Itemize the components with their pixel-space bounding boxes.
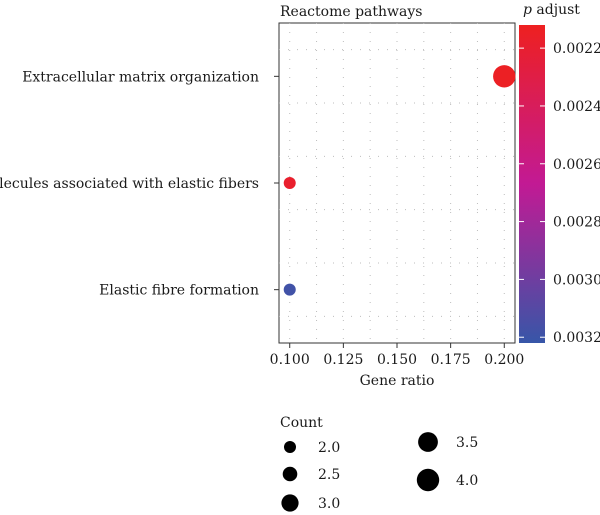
data-point — [493, 65, 516, 88]
size-legend-label: 2.5 — [318, 467, 340, 483]
horizontal-grid — [279, 49, 515, 317]
x-tick-label: 0.150 — [377, 352, 417, 368]
color-bar-tick-label: 0.0032 — [553, 330, 600, 346]
x-axis-label: Gene ratio — [360, 373, 435, 389]
y-category-label: Elastic fibre formation — [99, 283, 259, 299]
color-bar — [519, 25, 545, 343]
size-legend-dot — [281, 494, 299, 512]
x-tick-label: 0.175 — [431, 352, 471, 368]
y-category-label: Extracellular matrix organization — [22, 69, 259, 85]
color-bar-tick-label: 0.0030 — [553, 272, 600, 288]
color-bar-ticks: 0.0022 0.0024 0.0026 0.0028 0.0030 0.0032 — [519, 41, 600, 346]
data-point — [283, 177, 296, 189]
x-tick-label: 0.125 — [323, 352, 363, 368]
color-bar-tick-label: 0.0028 — [553, 215, 600, 231]
data-points — [283, 65, 516, 296]
color-legend-title: p adjust — [523, 2, 580, 18]
size-legend-dot — [416, 468, 440, 492]
data-point — [283, 283, 296, 296]
color-legend-title-rest: adjust — [532, 2, 580, 18]
size-legend-dot — [284, 441, 296, 453]
color-legend-title-p: p — [523, 2, 532, 18]
chart-title: Reactome pathways — [280, 4, 422, 20]
plot-panel — [278, 22, 516, 344]
x-axis-ticks: 0.100 0.125 0.150 0.175 0.200 — [270, 343, 524, 368]
x-tick-label: 0.100 — [270, 352, 310, 368]
size-legend-label: 3.0 — [318, 496, 340, 512]
color-bar-tick-label: 0.0026 — [553, 157, 600, 173]
size-legend-label: 3.5 — [456, 435, 478, 451]
x-tick-label: 0.200 — [484, 352, 524, 368]
size-legend-dot — [418, 432, 438, 452]
color-bar-tick-label: 0.0024 — [553, 99, 600, 115]
size-legend-label: 4.0 — [456, 473, 478, 489]
y-axis-ticks: Extracellular matrix organization Molecul… — [0, 69, 279, 299]
y-category-label: Molecules associated with elastic fibers — [0, 176, 259, 192]
color-bar-tick-label: 0.0022 — [553, 41, 600, 57]
size-legend-label: 2.0 — [318, 440, 340, 456]
size-legend: 2.0 2.5 3.0 3.5 4.0 — [281, 432, 478, 512]
size-legend-title: Count — [280, 415, 323, 431]
size-legend-dot — [282, 466, 298, 482]
